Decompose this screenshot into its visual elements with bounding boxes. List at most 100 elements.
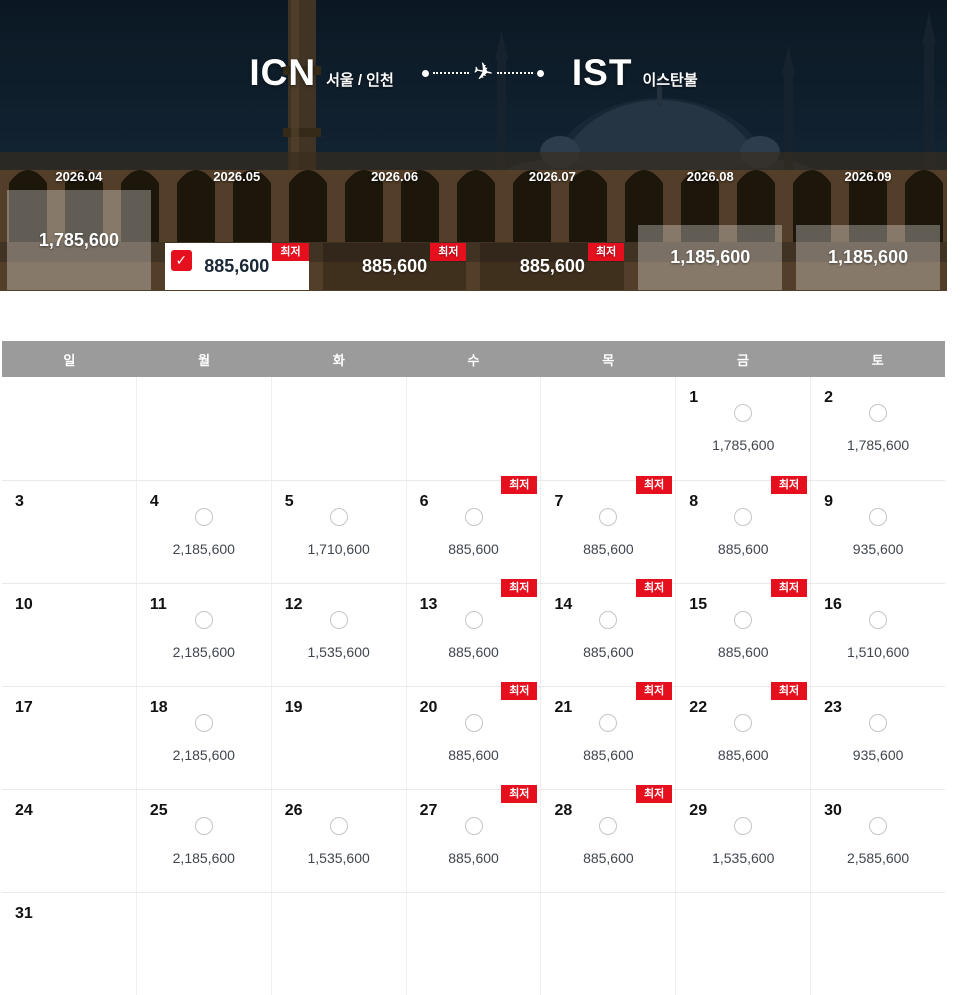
fare-radio[interactable]	[329, 611, 348, 629]
calendar-day-cell[interactable]: 최저 20 885,600	[405, 682, 541, 789]
weekday-label: 월	[198, 352, 211, 368]
calendar-day-cell: 31	[2, 893, 136, 995]
calendar-week-row: 24 25 2,185,600 26 1,535,600 최저 27 885,6…	[2, 785, 945, 892]
weekday-label: 목	[602, 352, 615, 368]
day-number: 12	[284, 596, 303, 613]
fare-radio[interactable]	[464, 714, 483, 732]
calendar-day-cell[interactable]: 18 2,185,600	[135, 687, 271, 789]
calendar-day-cell[interactable]: 최저 6 885,600	[405, 476, 541, 583]
calendar-day-cell[interactable]: 최저 15 885,600	[675, 579, 810, 686]
fare-radio[interactable]	[464, 817, 483, 835]
fare-radio[interactable]	[599, 611, 618, 629]
fare-radio[interactable]	[329, 508, 348, 526]
empty-cell	[810, 893, 945, 995]
empty-cell	[675, 893, 810, 995]
fare-price: 1,535,600	[307, 850, 370, 866]
calendar-day-cell[interactable]: 23 935,600	[810, 687, 945, 789]
fare-price: 2,585,600	[846, 850, 910, 866]
month-tab[interactable]: 2026.06 885,600 최저	[316, 163, 474, 291]
day-number: 27	[419, 802, 438, 819]
fare-radio[interactable]	[869, 508, 888, 526]
fare-price: 2,185,600	[172, 644, 235, 660]
fare-price: 2,185,600	[172, 541, 235, 557]
calendar-day-cell[interactable]: 최저 28 885,600	[540, 785, 675, 892]
calendar-day-cell[interactable]: 5 1,710,600	[270, 481, 406, 583]
empty-cell	[2, 377, 136, 480]
calendar-day-cell[interactable]: 16 1,510,600	[810, 584, 945, 686]
fare-radio[interactable]	[599, 508, 618, 526]
month-price-box[interactable]: 885,600 최저	[480, 243, 625, 290]
calendar-day-cell[interactable]: 12 1,535,600	[270, 584, 406, 686]
fare-radio[interactable]	[464, 611, 483, 629]
empty-cell	[135, 893, 271, 995]
calendar-day-cell[interactable]: 최저 13 885,600	[405, 579, 541, 686]
month-price-box[interactable]: 1,185,600	[638, 225, 783, 290]
fare-radio[interactable]	[734, 817, 753, 835]
fare-radio[interactable]	[194, 817, 213, 835]
month-label: 2026.09	[844, 169, 892, 184]
month-price-box[interactable]: 1,785,600	[7, 190, 151, 290]
calendar-day-cell[interactable]: 4 2,185,600	[135, 481, 271, 583]
weekday-label: 화	[332, 352, 345, 368]
fare-radio[interactable]	[869, 817, 888, 835]
month-price-box[interactable]: ✓ 885,600 최저	[164, 243, 309, 290]
month-price: 1,185,600	[828, 247, 909, 267]
fare-radio[interactable]	[464, 508, 483, 526]
month-checkbox[interactable]: ✓	[170, 250, 192, 271]
fare-radio[interactable]	[734, 714, 753, 732]
fare-radio[interactable]	[194, 508, 213, 526]
month-tab[interactable]: 2026.08 1,185,600	[631, 163, 789, 291]
calendar-day-cell[interactable]: 2 1,785,600	[810, 377, 945, 480]
fare-price: 885,600	[717, 644, 769, 660]
day-number: 10	[15, 596, 33, 613]
month-price-box[interactable]: 1,185,600	[796, 225, 940, 290]
lowest-badge: 최저	[770, 682, 808, 701]
fare-calendar: 일 월 화 수 목 금 토 1 1,785,600 2 1,785,600 3 4 2,18…	[2, 341, 945, 995]
calendar-day-cell[interactable]: 최저 27 885,600	[405, 785, 541, 892]
destination: IST 이스탄불	[572, 52, 698, 94]
day-number: 7	[554, 493, 564, 510]
lowest-badge: 최저	[501, 579, 538, 598]
fare-radio[interactable]	[599, 817, 618, 835]
lowest-badge: 최저	[636, 476, 673, 495]
fare-price: 885,600	[583, 541, 634, 557]
calendar-day-cell[interactable]: 1 1,785,600	[675, 377, 810, 480]
checkmark-icon: ✓	[175, 252, 188, 268]
calendar-day-cell[interactable]: 최저 7 885,600	[540, 476, 675, 583]
fare-radio[interactable]	[869, 404, 888, 422]
month-label: 2026.07	[528, 169, 576, 184]
fare-radio[interactable]	[734, 404, 753, 422]
calendar-day-cell[interactable]: 9 935,600	[810, 481, 945, 583]
calendar-day-cell[interactable]: 25 2,185,600	[135, 790, 271, 892]
weekday-label: 일	[63, 352, 76, 368]
fare-price: 935,600	[852, 541, 904, 557]
calendar-day-cell[interactable]: 11 2,185,600	[135, 584, 271, 686]
fare-radio[interactable]	[734, 611, 753, 629]
calendar-day-cell[interactable]: 최저 14 885,600	[540, 579, 675, 686]
calendar-day-cell[interactable]: 최저 22 885,600	[675, 682, 810, 789]
month-price-box[interactable]: 885,600 최저	[322, 243, 467, 290]
fare-radio[interactable]	[329, 817, 348, 835]
fare-radio[interactable]	[599, 714, 618, 732]
fare-radio[interactable]	[194, 714, 213, 732]
fare-radio[interactable]	[194, 611, 213, 629]
day-number: 17	[15, 699, 33, 716]
calendar-day-cell[interactable]: 최저 8 885,600	[675, 476, 810, 583]
calendar-day-cell[interactable]: 29 1,535,600	[675, 790, 810, 892]
fare-radio[interactable]	[734, 508, 753, 526]
fare-radio[interactable]	[869, 611, 888, 629]
fare-radio[interactable]	[869, 714, 888, 732]
month-tab[interactable]: 2026.05 ✓ 885,600 최저	[158, 163, 316, 291]
calendar-day-cell[interactable]: 26 1,535,600	[270, 790, 406, 892]
origin: ICN 서울 / 인천	[249, 52, 393, 94]
month-tab[interactable]: 2026.04 1,785,600	[0, 163, 158, 291]
month-tab[interactable]: 2026.07 885,600 최저	[473, 163, 631, 291]
hero-banner: ICN 서울 / 인천 ✈ IST 이스탄불 2026.04 1,785,600…	[0, 0, 947, 291]
fare-price: 885,600	[448, 850, 499, 866]
calendar-day-cell[interactable]: 30 2,585,600	[810, 790, 945, 892]
month-label: 2026.08	[686, 169, 734, 184]
calendar-day-cell[interactable]: 최저 21 885,600	[540, 682, 675, 789]
month-tab[interactable]: 2026.09 1,185,600	[789, 163, 947, 291]
empty-cell	[270, 893, 406, 995]
